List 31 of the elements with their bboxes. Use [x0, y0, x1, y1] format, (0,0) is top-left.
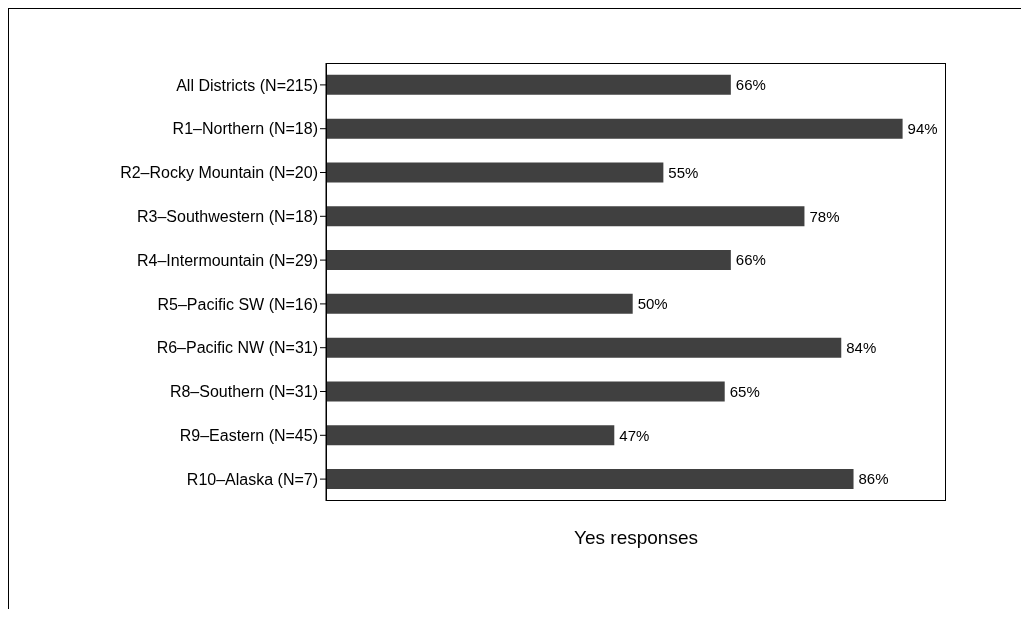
data-label: 66%: [735, 251, 766, 269]
y-tick-label: R3–Southwestern (N=18): [137, 207, 318, 225]
y-tick-label: R9–Eastern (N=45): [179, 426, 318, 444]
bar: [326, 162, 664, 183]
bar: [326, 118, 903, 139]
data-label: 47%: [619, 426, 650, 444]
data-label: 78%: [809, 207, 840, 225]
x-axis-title: Yes responses: [573, 527, 699, 549]
data-label: 65%: [729, 382, 760, 400]
data-label: 94%: [907, 119, 938, 137]
data-label: 50%: [637, 295, 668, 313]
y-tick-label: R5–Pacific SW (N=16): [157, 295, 318, 313]
bar: [326, 206, 805, 227]
y-tick-label: R10–Alaska (N=7): [186, 470, 318, 488]
bar: [326, 381, 725, 402]
data-label: 66%: [735, 76, 766, 94]
bar: [326, 425, 615, 446]
data-label: 86%: [858, 470, 889, 488]
bar: [326, 74, 731, 95]
bar: [326, 337, 842, 358]
bar: [326, 469, 854, 490]
y-tick-label: R2–Rocky Mountain (N=20): [120, 164, 318, 182]
data-label: 55%: [668, 163, 699, 181]
y-tick-label: R8–Southern (N=31): [169, 383, 318, 401]
y-tick-label: All Districts (N=215): [176, 76, 318, 94]
y-tick-label: R1–Northern (N=18): [172, 120, 318, 138]
bar: [326, 250, 731, 271]
bar: [326, 293, 633, 314]
y-tick-label: R6–Pacific NW (N=31): [156, 339, 318, 357]
data-label: 84%: [846, 338, 877, 356]
y-tick-label: R4–Intermountain (N=29): [137, 251, 318, 269]
